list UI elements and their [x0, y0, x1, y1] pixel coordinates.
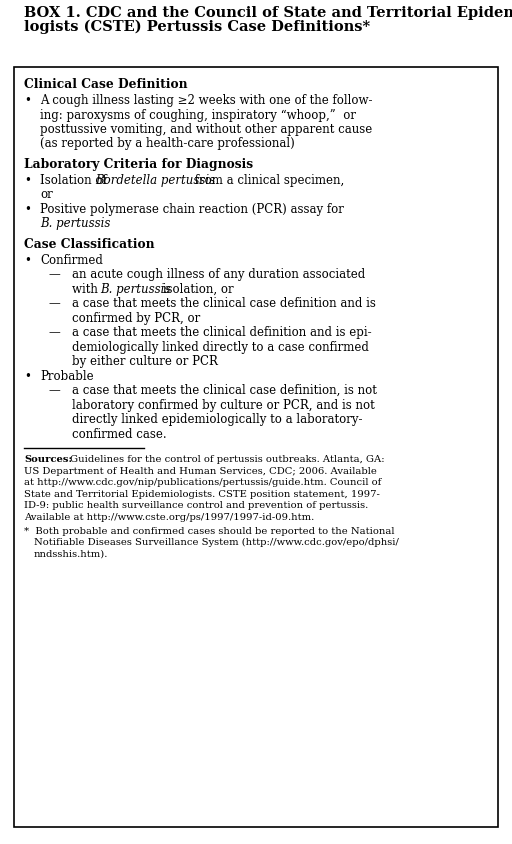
Text: •: •: [24, 253, 31, 267]
Text: (as reported by a health-care professional): (as reported by a health-care profession…: [40, 138, 295, 150]
Text: Probable: Probable: [40, 369, 94, 382]
Text: Positive polymerase chain reaction (PCR) assay for: Positive polymerase chain reaction (PCR)…: [40, 203, 344, 215]
Text: BOX 1. CDC and the Council of State and Territorial Epidemio-: BOX 1. CDC and the Council of State and …: [24, 6, 512, 20]
Text: •: •: [24, 369, 31, 382]
Text: demiologically linked directly to a case confirmed: demiologically linked directly to a case…: [72, 340, 369, 353]
Text: nndsshis.htm).: nndsshis.htm).: [34, 549, 109, 558]
Text: Laboratory Criteria for Diagnosis: Laboratory Criteria for Diagnosis: [24, 158, 253, 170]
Text: •: •: [24, 174, 31, 187]
Text: Isolation of: Isolation of: [40, 174, 111, 187]
Text: —: —: [48, 326, 60, 338]
Text: a case that meets the clinical case definition, is not: a case that meets the clinical case defi…: [72, 384, 377, 397]
Text: •: •: [24, 203, 31, 215]
Text: at http://www.cdc.gov/nip/publications/pertussis/guide.htm. Council of: at http://www.cdc.gov/nip/publications/p…: [24, 478, 381, 487]
Text: *  Both probable and confirmed cases should be reported to the National: * Both probable and confirmed cases shou…: [24, 526, 395, 535]
Text: Available at http://www.cste.org/ps/1997/1997-id-09.htm.: Available at http://www.cste.org/ps/1997…: [24, 512, 314, 522]
Text: laboratory confirmed by culture or PCR, and is not: laboratory confirmed by culture or PCR, …: [72, 398, 375, 411]
Text: A cough illness lasting ≥2 weeks with one of the follow-: A cough illness lasting ≥2 weeks with on…: [40, 94, 373, 107]
Text: ing: paroxysms of coughing, inspiratory “whoop,”  or: ing: paroxysms of coughing, inspiratory …: [40, 108, 356, 122]
Text: •: •: [24, 94, 31, 107]
Text: State and Territorial Epidemiologists. CSTE position statement, 1997-: State and Territorial Epidemiologists. C…: [24, 490, 380, 498]
Text: Sources:: Sources:: [24, 455, 72, 464]
Text: B. pertussis: B. pertussis: [100, 282, 170, 295]
Text: logists (CSTE) Pertussis Case Definitions*: logists (CSTE) Pertussis Case Definition…: [24, 20, 370, 35]
Text: —: —: [48, 268, 60, 281]
Text: posttussive vomiting, and without other apparent cause: posttussive vomiting, and without other …: [40, 123, 372, 136]
Text: Guidelines for the control of pertussis outbreaks. Atlanta, GA:: Guidelines for the control of pertussis …: [67, 455, 385, 464]
Text: Clinical Case Definition: Clinical Case Definition: [24, 78, 187, 91]
Text: ID-9: public health surveillance control and prevention of pertussis.: ID-9: public health surveillance control…: [24, 500, 368, 510]
Text: Case Classification: Case Classification: [24, 237, 155, 251]
Text: isolation, or: isolation, or: [159, 282, 233, 295]
Text: Notifiable Diseases Surveillance System (http://www.cdc.gov/epo/dphsi/: Notifiable Diseases Surveillance System …: [34, 538, 399, 547]
Text: —: —: [48, 297, 60, 310]
Text: Bordetella pertussis: Bordetella pertussis: [95, 174, 215, 187]
Text: from a clinical specimen,: from a clinical specimen,: [191, 174, 344, 187]
Text: US Department of Health and Human Services, CDC; 2006. Available: US Department of Health and Human Servic…: [24, 466, 377, 475]
Text: a case that meets the clinical case definition and is: a case that meets the clinical case defi…: [72, 297, 376, 310]
Text: by either culture or PCR: by either culture or PCR: [72, 354, 218, 368]
Text: an acute cough illness of any duration associated: an acute cough illness of any duration a…: [72, 268, 365, 281]
Text: Confirmed: Confirmed: [40, 253, 103, 267]
Text: with: with: [72, 282, 101, 295]
Text: B. pertussis: B. pertussis: [40, 217, 111, 230]
Text: —: —: [48, 384, 60, 397]
Text: a case that meets the clinical definition and is epi-: a case that meets the clinical definitio…: [72, 326, 372, 338]
Text: confirmed case.: confirmed case.: [72, 427, 166, 440]
Text: confirmed by PCR, or: confirmed by PCR, or: [72, 311, 200, 324]
FancyBboxPatch shape: [14, 68, 498, 827]
Text: or: or: [40, 188, 53, 201]
Text: directly linked epidemiologically to a laboratory-: directly linked epidemiologically to a l…: [72, 413, 362, 425]
